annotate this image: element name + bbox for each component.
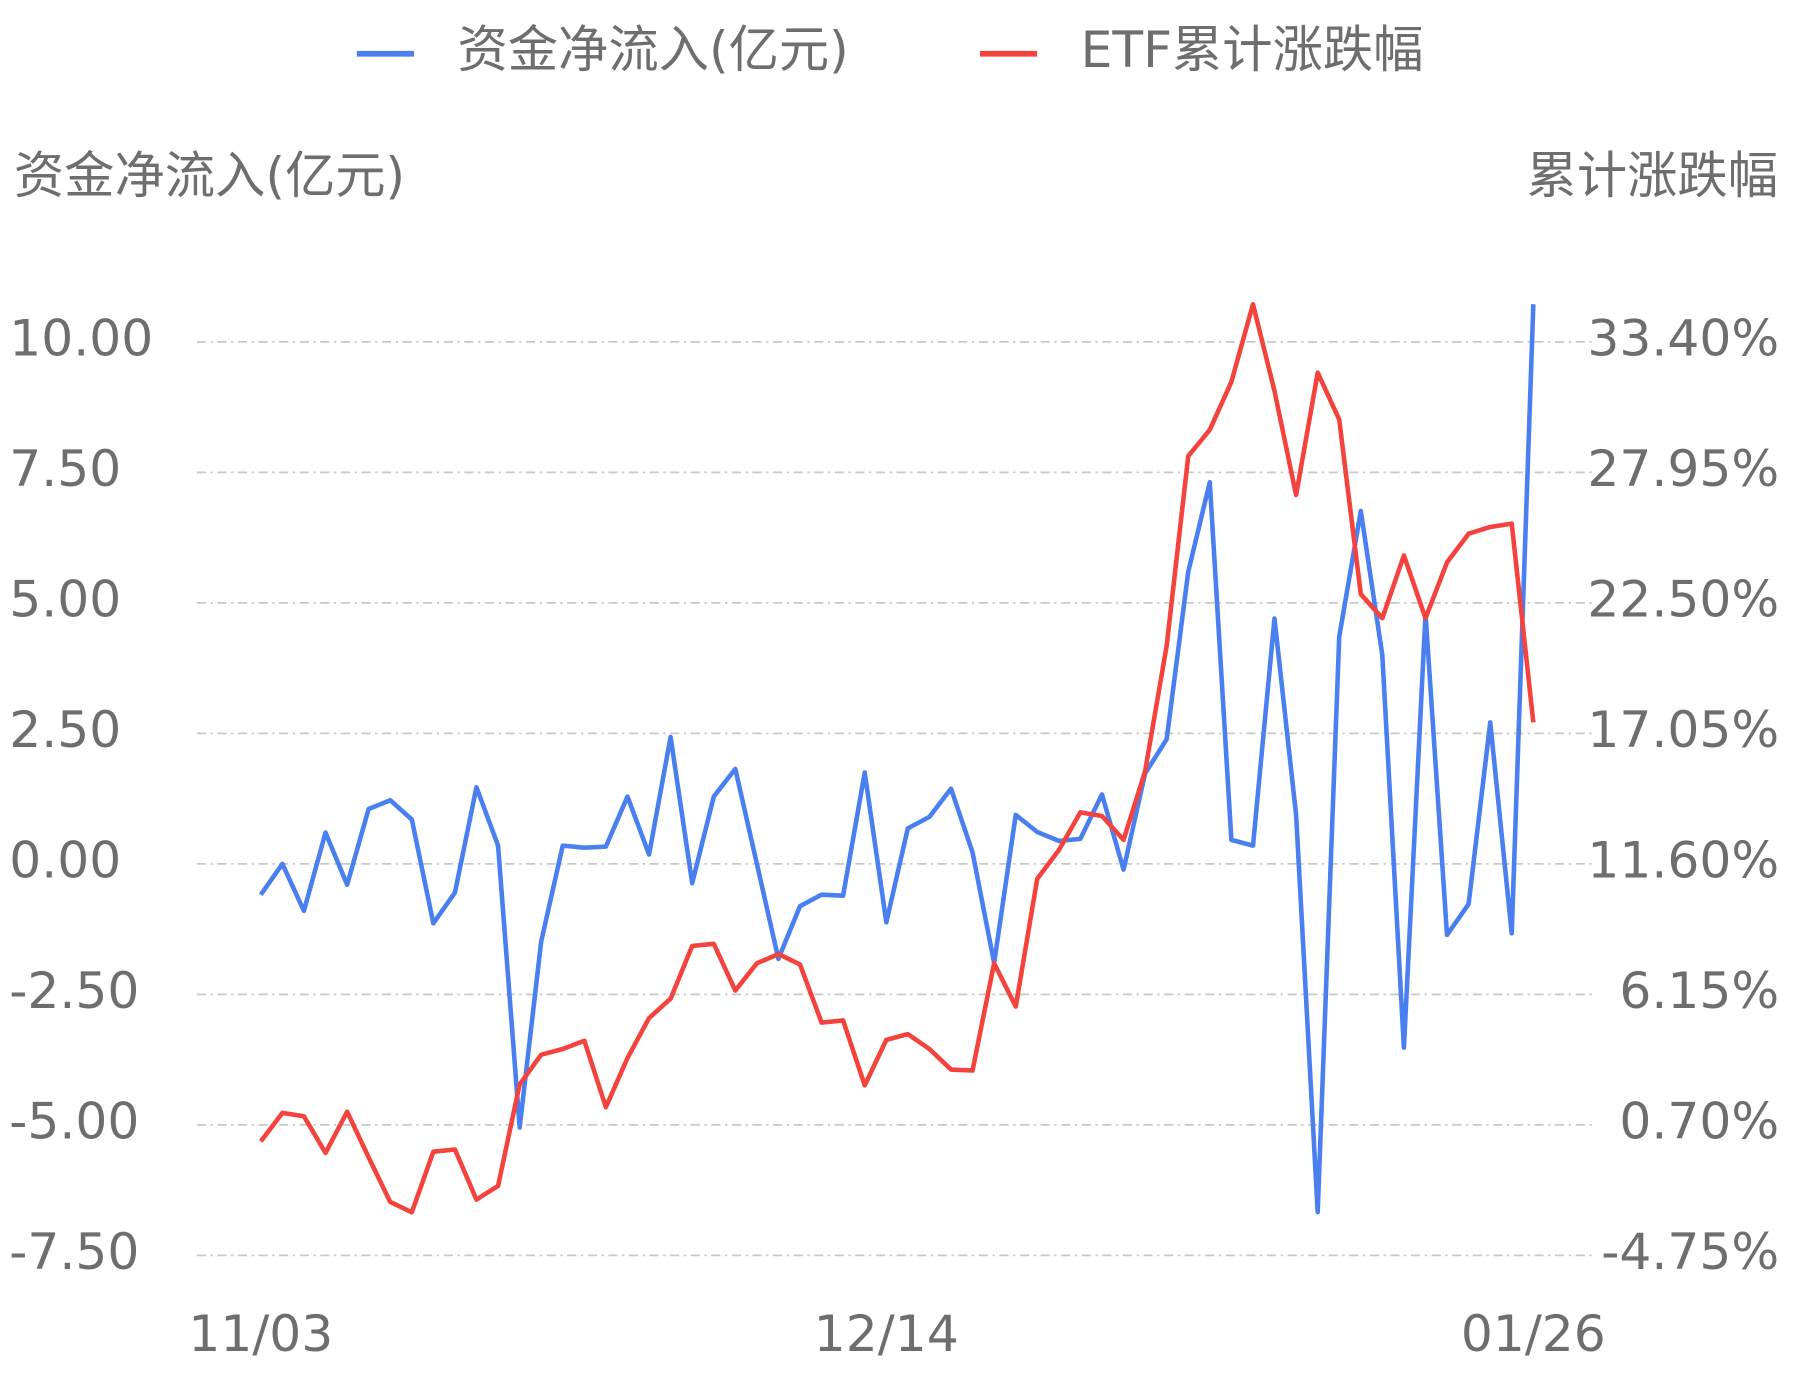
y-tick-label: -2.50 — [9, 961, 139, 1020]
y2-tick-label: 27.95% — [1587, 439, 1779, 498]
y-tick-label: 7.50 — [9, 439, 121, 498]
y-tick-label: -7.50 — [9, 1222, 139, 1281]
y-tick-label: 10.00 — [9, 308, 153, 367]
legend-label: ETF累计涨跌幅 — [1081, 20, 1424, 79]
y-tick-label: 2.50 — [9, 700, 121, 759]
y2-axis-title: 累计涨跌幅 — [1527, 146, 1778, 205]
x-tick-label: 11/03 — [188, 1304, 333, 1363]
y2-tick-label: 33.40% — [1587, 308, 1779, 367]
y2-tick-label: 6.15% — [1619, 961, 1779, 1020]
line — [258, 304, 1536, 1215]
y2-tick-label: 11.60% — [1587, 830, 1779, 889]
line — [258, 301, 1536, 1215]
y-tick-label: 0.00 — [9, 830, 121, 889]
y2-tick-label: 17.05% — [1587, 700, 1779, 759]
y-axis-title: 资金净流入(亿元) — [14, 146, 405, 205]
x-tick-label: 01/26 — [1461, 1304, 1606, 1363]
x-tick-label: 12/14 — [814, 1304, 959, 1363]
y-tick-label: 5.00 — [9, 569, 121, 628]
y-tick-label: -5.00 — [9, 1091, 139, 1150]
y2-tick-label: -4.75% — [1601, 1222, 1779, 1281]
legend-label: 资金净流入(亿元) — [457, 20, 848, 79]
y2-tick-label: 22.50% — [1587, 569, 1779, 628]
y2-tick-label: 0.70% — [1619, 1091, 1779, 1150]
